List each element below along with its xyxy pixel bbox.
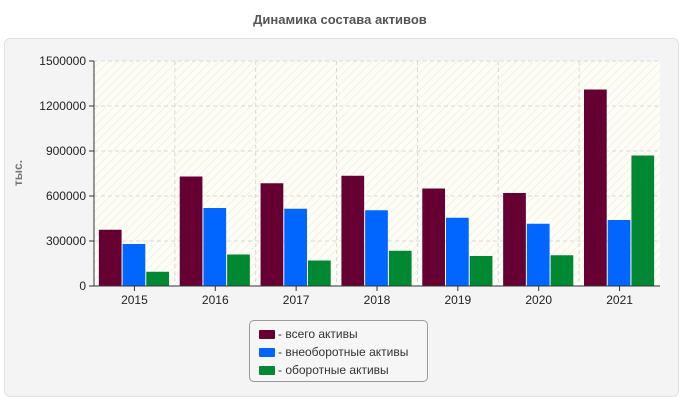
bar bbox=[179, 176, 203, 286]
x-tick-label: 2018 bbox=[364, 293, 391, 307]
bar bbox=[341, 175, 365, 286]
bar bbox=[146, 271, 170, 286]
legend-item: - внеоборотные активы bbox=[250, 343, 427, 361]
bar bbox=[631, 155, 655, 286]
y-tick-label: 1200000 bbox=[39, 99, 86, 113]
axes: 0 300000 600000 900000 1200000 1500000 2015 201… bbox=[39, 54, 660, 307]
legend-swatch bbox=[259, 329, 275, 339]
bar bbox=[227, 254, 250, 286]
bar bbox=[203, 208, 227, 286]
bar bbox=[550, 255, 574, 286]
bar bbox=[503, 193, 526, 286]
bar bbox=[284, 208, 307, 286]
bar bbox=[446, 217, 469, 286]
bar bbox=[469, 256, 493, 286]
chart-title: Динамика состава активов bbox=[253, 12, 427, 27]
x-tick-label: 2016 bbox=[202, 293, 229, 307]
x-tick-label: 2015 bbox=[121, 293, 148, 307]
x-tick-label: 2020 bbox=[525, 293, 552, 307]
legend-label: - внеоборотные активы bbox=[278, 345, 409, 359]
y-tick-label: 600000 bbox=[46, 189, 86, 203]
y-tick-label: 300000 bbox=[46, 234, 86, 248]
legend-label: - оборотные активы bbox=[278, 363, 389, 377]
legend-swatch bbox=[259, 347, 275, 357]
bar bbox=[526, 223, 550, 286]
x-tick-label: 2021 bbox=[606, 293, 633, 307]
bar bbox=[365, 210, 388, 286]
bar bbox=[388, 250, 412, 286]
bar bbox=[308, 260, 331, 286]
legend: - всего активы - внеоборотные активы - обо… bbox=[249, 320, 428, 382]
bar bbox=[583, 89, 607, 286]
bar bbox=[607, 220, 631, 286]
bars bbox=[98, 89, 655, 286]
legend-item: - всего активы bbox=[250, 325, 427, 343]
bar bbox=[422, 188, 445, 286]
bar bbox=[122, 244, 146, 286]
y-tick-label: 1500000 bbox=[39, 54, 86, 68]
y-tick-label: 0 bbox=[79, 279, 86, 293]
legend-label: - всего активы bbox=[278, 327, 358, 341]
x-tick-label: 2017 bbox=[283, 293, 310, 307]
y-tick-label: 900000 bbox=[46, 144, 86, 158]
bar bbox=[260, 183, 284, 286]
legend-item: - оборотные активы bbox=[250, 361, 427, 379]
x-tick-label: 2019 bbox=[445, 293, 472, 307]
y-axis-label: тыс. bbox=[11, 160, 25, 186]
legend-swatch bbox=[259, 365, 275, 375]
bar bbox=[98, 229, 122, 286]
